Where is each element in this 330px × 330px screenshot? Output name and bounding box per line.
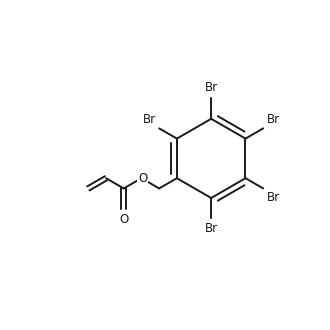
- Text: Br: Br: [205, 82, 218, 94]
- Text: O: O: [138, 172, 148, 185]
- Text: Br: Br: [267, 113, 280, 126]
- Text: O: O: [119, 213, 128, 226]
- Text: Br: Br: [267, 191, 280, 204]
- Text: Br: Br: [205, 222, 218, 235]
- Text: Br: Br: [143, 113, 156, 126]
